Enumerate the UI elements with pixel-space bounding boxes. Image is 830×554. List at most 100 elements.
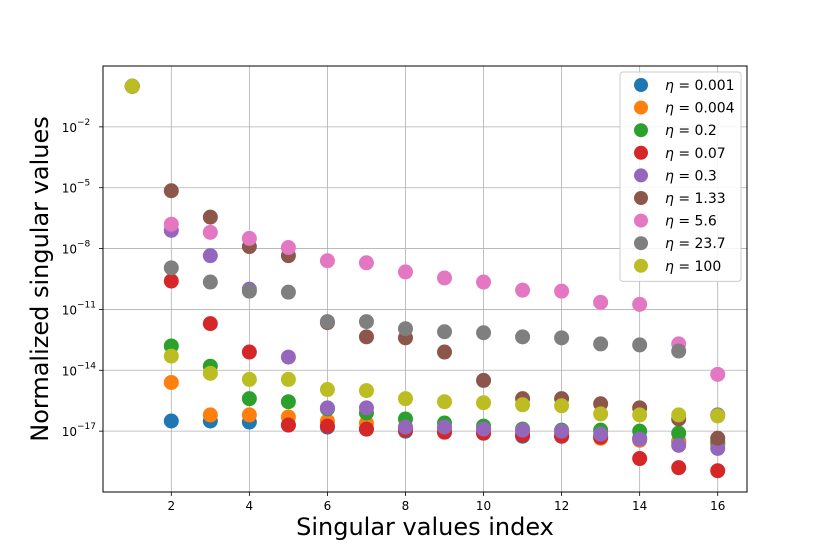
data-point	[515, 422, 531, 438]
y-tick-exponent: −8	[77, 240, 91, 250]
data-point	[124, 78, 140, 94]
legend-marker	[634, 258, 648, 273]
y-tick-label: 10	[62, 303, 77, 317]
data-point	[671, 407, 687, 423]
y-tick-label: 10	[62, 121, 77, 135]
data-point	[632, 337, 648, 353]
data-point	[671, 343, 687, 359]
data-point	[163, 413, 179, 429]
data-point	[710, 463, 726, 479]
data-point	[632, 407, 648, 423]
data-point	[358, 400, 374, 416]
y-tick-exponent: −11	[77, 300, 96, 310]
legend-label: η = 100	[665, 259, 721, 275]
legend-label: η = 0.004	[665, 101, 735, 117]
y-tick-exponent: −5	[77, 179, 90, 189]
data-point	[241, 371, 257, 387]
data-point	[280, 417, 296, 433]
data-point	[671, 425, 687, 441]
data-point	[710, 366, 726, 382]
data-point	[163, 273, 179, 289]
data-point	[515, 282, 531, 298]
data-point	[280, 394, 296, 410]
legend-marker	[634, 123, 648, 138]
data-point	[202, 224, 218, 240]
data-point	[671, 460, 687, 476]
y-tick-label: 10	[62, 425, 77, 439]
data-point	[397, 321, 413, 337]
data-point	[476, 421, 492, 437]
x-tick-label: 8	[402, 499, 410, 513]
data-point	[280, 240, 296, 256]
legend-label: η = 1.33	[665, 191, 726, 207]
data-point	[319, 418, 335, 434]
data-point	[437, 394, 453, 410]
data-point	[515, 397, 531, 413]
data-point	[437, 344, 453, 360]
data-point	[437, 270, 453, 286]
data-point	[632, 431, 648, 447]
data-point	[397, 264, 413, 280]
data-point	[358, 329, 374, 345]
data-point	[241, 407, 257, 423]
legend-label: η = 5.6	[665, 214, 717, 230]
data-point	[397, 391, 413, 407]
x-tick-label: 14	[632, 499, 647, 513]
data-point	[632, 296, 648, 312]
data-point	[358, 314, 374, 330]
x-tick-label: 16	[710, 499, 725, 513]
data-point	[554, 398, 570, 414]
data-point	[710, 430, 726, 446]
data-point	[710, 408, 726, 424]
legend-label: η = 0.2	[665, 123, 717, 139]
y-tick-exponent: −2	[77, 118, 90, 128]
data-point	[476, 372, 492, 388]
data-point	[202, 248, 218, 264]
legend-marker	[634, 78, 648, 92]
legend-label: η = 23.7	[665, 236, 726, 252]
y-tick-exponent: −17	[77, 422, 96, 432]
data-point	[163, 260, 179, 276]
legend-marker	[634, 168, 648, 183]
legend-marker	[634, 145, 648, 160]
legend-marker	[634, 236, 648, 251]
x-axis-label: Singular values index	[296, 513, 554, 541]
y-tick-label: 10	[62, 364, 77, 378]
data-point	[241, 344, 257, 360]
legend-box	[619, 71, 742, 282]
data-point	[632, 451, 648, 467]
data-point	[437, 419, 453, 435]
data-points	[124, 78, 726, 479]
data-point	[437, 324, 453, 340]
data-point	[476, 325, 492, 341]
data-point	[319, 314, 335, 330]
data-point	[202, 209, 218, 225]
data-point	[163, 183, 179, 199]
data-point	[515, 329, 531, 345]
data-point	[397, 419, 413, 435]
x-tick-label: 6	[324, 499, 332, 513]
data-point	[241, 283, 257, 299]
series-8	[124, 78, 726, 424]
data-point	[163, 348, 179, 364]
legend-marker	[634, 100, 648, 115]
data-point	[202, 274, 218, 290]
data-point	[163, 374, 179, 390]
data-point	[554, 423, 570, 439]
data-point	[241, 391, 257, 407]
data-point	[671, 437, 687, 453]
data-point	[319, 253, 335, 269]
x-tick-label: 10	[476, 499, 491, 513]
data-point	[280, 371, 296, 387]
data-point	[202, 407, 218, 423]
data-point	[241, 230, 257, 246]
data-point	[593, 294, 609, 310]
y-tick-label: 10	[62, 243, 77, 257]
data-point	[202, 316, 218, 332]
data-point	[280, 349, 296, 365]
data-point	[593, 406, 609, 422]
plot-frame	[102, 65, 748, 493]
data-point	[358, 383, 374, 399]
